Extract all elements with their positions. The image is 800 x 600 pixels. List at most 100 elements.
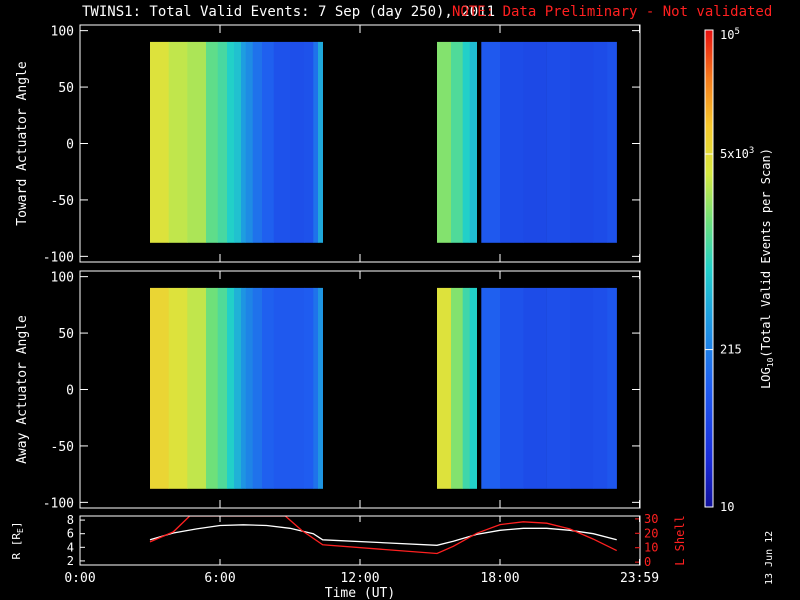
away-ytick-label-0: 100 (51, 271, 74, 286)
orbit-left-ytick-label-2: 4 (67, 540, 74, 554)
heatmap-cell-toward-0-12 (290, 41, 305, 243)
heatmap-cell-away-1-1 (451, 287, 463, 489)
colorbar-tick-base-3: 10 (720, 500, 734, 514)
toward-ytick-label-1: 50 (58, 81, 74, 96)
heatmap-cell-away-2-0 (481, 287, 501, 489)
heatmap-cell-toward-0-3 (206, 41, 218, 243)
heatmap-cell-toward-2-6 (607, 41, 617, 243)
away-angle-heatmap (150, 287, 617, 489)
away-ytick-label-3: -50 (51, 440, 74, 455)
colorbar-tick-label-3: 10 (720, 500, 734, 514)
orbit-xtick-label-0: 0:00 (64, 571, 95, 586)
heatmap-cell-away-0-0 (150, 287, 169, 489)
heatmap-cell-away-0-7 (241, 287, 246, 489)
orbit-left-ylabel-end: ] (10, 522, 23, 529)
heatmap-cell-away-0-8 (245, 287, 253, 489)
heatmap-cell-toward-2-3 (546, 41, 571, 243)
heatmap-cell-toward-0-7 (241, 41, 246, 243)
colorbar-label-end: (Total Valid Events per Scan) (759, 148, 773, 358)
l-shell-line (149, 516, 617, 555)
heatmap-cell-away-1-0 (437, 287, 452, 489)
orbit-left-ylabel-sub: E (16, 528, 25, 533)
heatmap-cell-away-2-4 (570, 287, 594, 489)
orbit-left-ytick-label-0: 8 (67, 513, 74, 527)
heatmap-cell-toward-0-15 (318, 41, 323, 243)
title-text: TWINS1: Total Valid Events: 7 Sep (day 2… (82, 4, 496, 20)
heatmap-cell-toward-0-8 (245, 41, 253, 243)
colorbar-label-main: LOG (759, 367, 773, 389)
heatmap-cell-away-0-2 (187, 287, 207, 489)
heatmap-cell-away-0-4 (217, 287, 228, 489)
heatmap-cell-toward-0-5 (227, 41, 235, 243)
orbit-left-ylabel: R [RE] (10, 522, 25, 560)
toward-ylabel: Toward Actuator Angle (15, 61, 30, 226)
toward-ytick-label-4: -100 (43, 250, 74, 265)
colorbar-tick-label-1: 5x103 (720, 146, 754, 161)
colorbar-gradient (704, 29, 714, 508)
heatmap-cell-away-0-11 (273, 287, 291, 489)
heatmap-cell-toward-2-0 (481, 41, 501, 243)
colorbar-tick-label-0: 105 (720, 27, 740, 42)
colorbar-tick-base-0: 10 (720, 28, 734, 42)
colorbar-tick-base-1: 5x10 (720, 147, 749, 161)
heatmap-cell-toward-1-3 (469, 41, 477, 243)
colorbar-tick-exp-0: 5 (734, 27, 739, 37)
colorbar-label-sub: 10 (766, 357, 775, 367)
heatmap-cell-toward-0-0 (150, 41, 169, 243)
orbit-xtick-label-1: 6:00 (204, 571, 235, 586)
heatmap-cell-away-1-2 (462, 287, 470, 489)
heatmap-cell-away-2-2 (523, 287, 547, 489)
radius-line (149, 524, 617, 546)
heatmap-cell-away-2-1 (500, 287, 524, 489)
orbit-left-ytick-label-1: 6 (67, 527, 74, 541)
orbit-right-ytick-label-2: 10 (644, 541, 658, 555)
heatmap-cell-toward-0-2 (187, 41, 207, 243)
orbit-panel (149, 516, 617, 555)
heatmap-cell-away-0-1 (168, 287, 188, 489)
heatmap-cell-toward-1-1 (451, 41, 463, 243)
heatmap-cell-toward-1-2 (462, 41, 470, 243)
heatmap-cell-away-0-5 (227, 287, 235, 489)
toward-ytick-label-3: -50 (51, 194, 74, 209)
orbit-xtick-label-2: 12:00 (340, 571, 379, 586)
orbit-right-ytick-label-3: 0 (644, 555, 651, 569)
heatmap-cell-away-0-9 (252, 287, 263, 489)
orbit-xtick-label-3: 18:00 (480, 571, 519, 586)
heatmap-cell-away-0-12 (290, 287, 305, 489)
heatmap-cell-toward-2-5 (593, 41, 608, 243)
toward-ytick-label-0: 100 (51, 25, 74, 40)
orbit-right-ylabel: L Shell (673, 515, 687, 566)
colorbar-tick-base-2: 215 (720, 343, 742, 357)
heatmap-cell-toward-0-10 (262, 41, 274, 243)
toward-ytick-label-2: 0 (66, 138, 74, 153)
orbit-panel-frame (79, 515, 641, 566)
heatmap-cell-away-2-6 (607, 287, 617, 489)
away-ytick-label-2: 0 (66, 384, 74, 399)
orbit-left-ytick-label-3: 2 (67, 554, 74, 568)
heatmap-cell-toward-1-0 (437, 41, 452, 243)
away-ytick-label-1: 50 (58, 327, 74, 342)
x-axis-title: Time (UT) (325, 586, 395, 600)
heatmap-cell-away-0-3 (206, 287, 218, 489)
heatmap-cell-toward-0-11 (273, 41, 291, 243)
colorbar-label: LOG10(Total Valid Events per Scan) (759, 148, 775, 389)
heatmap-cell-toward-2-4 (570, 41, 594, 243)
heatmap-cell-away-0-15 (318, 287, 323, 489)
colorbar-tick-label-2: 215 (720, 343, 742, 357)
heatmap-cell-away-0-6 (234, 287, 242, 489)
orbit-xtick-label-4: 23:59 (620, 571, 659, 586)
away-ytick-label-4: -100 (43, 496, 74, 511)
toward-angle-heatmap (150, 41, 617, 243)
heatmap-cell-toward-0-1 (168, 41, 188, 243)
heatmap-cell-away-2-3 (546, 287, 571, 489)
heatmap-cell-toward-0-6 (234, 41, 242, 243)
date-stamp: 13 Jun 12 (764, 530, 775, 585)
heatmap-cell-toward-2-1 (500, 41, 524, 243)
heatmap-cell-away-0-14 (313, 287, 319, 489)
orbit-left-ylabel-main: R [R (10, 533, 23, 560)
heatmap-cell-toward-0-14 (313, 41, 319, 243)
heatmap-cell-toward-0-13 (304, 41, 314, 243)
